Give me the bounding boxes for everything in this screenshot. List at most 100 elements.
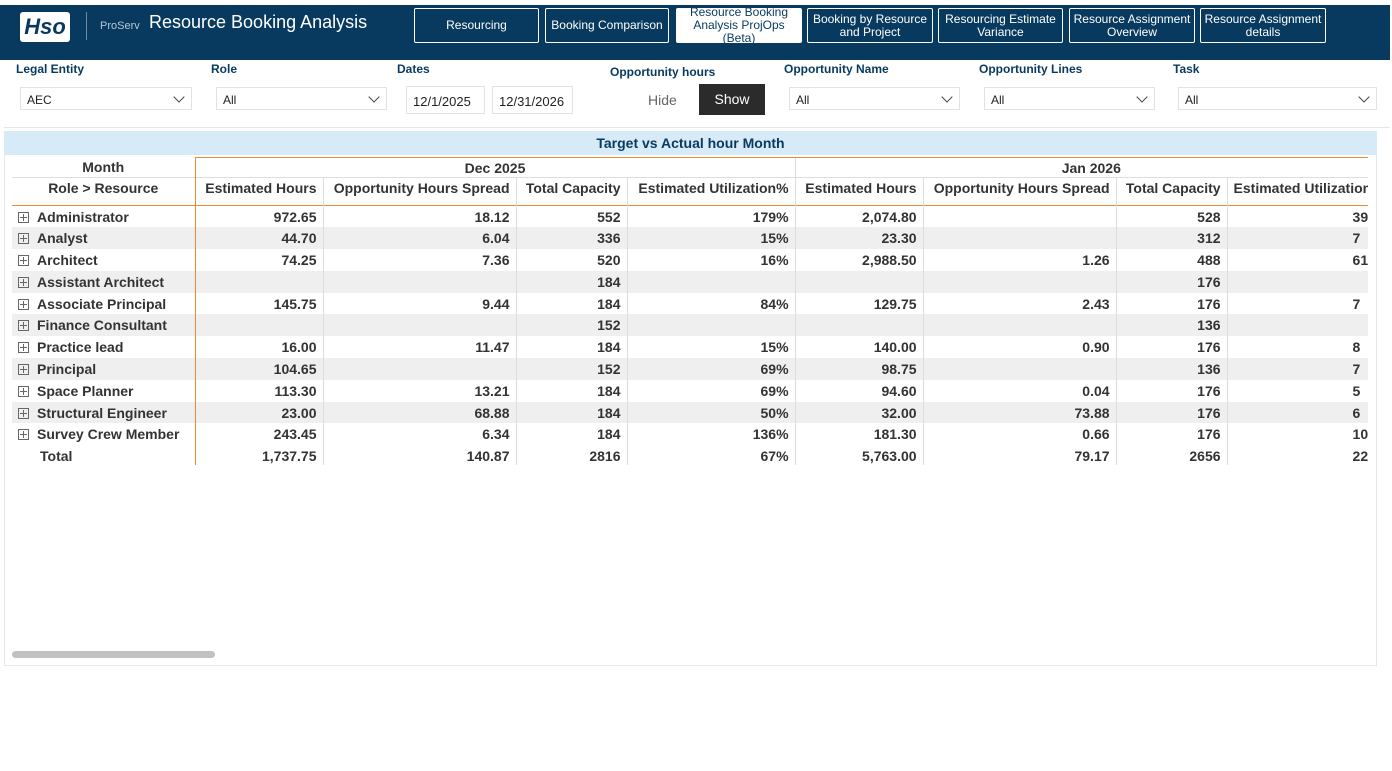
value-cell: 79.17	[922, 445, 1117, 465]
value-cell: 16.00	[194, 336, 323, 359]
cell-value: 23.30	[881, 230, 917, 247]
expand-icon[interactable]	[18, 254, 29, 266]
value-cell: 16%	[626, 249, 796, 271]
expand-icon[interactable]	[18, 407, 29, 419]
expand-icon[interactable]	[18, 320, 29, 332]
value-cell: 528	[1115, 205, 1228, 228]
value-cell: 176	[1115, 379, 1228, 402]
cell-value: 1.26	[1082, 251, 1110, 268]
expand-icon[interactable]	[18, 298, 29, 310]
row-name-cell: Principal	[12, 358, 196, 380]
value-cell: 243.45	[194, 423, 323, 446]
value-cell: 18.12	[322, 205, 516, 228]
cell-value: 176	[1197, 295, 1221, 312]
cell-value: 181.30	[873, 426, 917, 443]
nav-tab[interactable]: Resourcing Estimate Variance	[938, 8, 1063, 43]
nav-tab[interactable]: Booking Comparison	[545, 8, 669, 43]
dropdown[interactable]: All	[789, 87, 960, 110]
dropdown[interactable]: AEC	[20, 87, 192, 110]
data-row: Space Planner 113.30 13.21 184 69% 94.60 0.04 1…	[12, 379, 1368, 402]
cell-value: 73.88	[1074, 404, 1110, 421]
value-cell	[922, 205, 1117, 228]
nav-tab[interactable]: Resourcing	[414, 8, 539, 43]
cell-value: 8	[1352, 339, 1361, 356]
value-cell: 94.60	[794, 379, 924, 402]
row-name: Analyst	[37, 230, 88, 247]
value-cell: 184	[515, 401, 627, 424]
dropdown[interactable]: All	[216, 87, 387, 110]
value-cell: 0.04	[922, 379, 1117, 402]
cell-value: 84%	[760, 295, 789, 312]
cell-value: 136%	[752, 426, 789, 443]
value-cell: 140.87	[322, 445, 516, 465]
cell-value: 0.04	[1082, 382, 1110, 399]
value-cell: 152	[515, 358, 627, 380]
table-viewport: Month Dec 2025 Jan 2026 Role > Resource Esti…	[12, 157, 1368, 465]
date-input[interactable]: 12/31/2026	[492, 86, 573, 114]
cell-value: 7	[1352, 360, 1361, 377]
row-header: Role > Resource	[12, 177, 196, 206]
value-cell: 44.70	[194, 227, 323, 250]
cell-value: 176	[1197, 273, 1221, 290]
report-title: Resource Booking Analysis	[149, 12, 368, 32]
cell-value: 0.66	[1082, 426, 1110, 443]
cell-value: 11.47	[475, 339, 510, 356]
cell-value: 113.30	[274, 382, 317, 399]
cell-value: 104.65	[273, 360, 317, 377]
table-title: Target vs Actual hour Month	[4, 131, 1377, 155]
toggle-hide[interactable]: Hide	[648, 92, 677, 108]
value-cell: 520	[515, 249, 627, 271]
toggle-show[interactable]: Show	[699, 84, 765, 115]
cell-value: 488	[1197, 251, 1221, 268]
filter-label: Opportunity Name	[784, 62, 889, 76]
expand-icon[interactable]	[18, 276, 29, 288]
date-input[interactable]: 12/1/2025	[406, 86, 485, 114]
value-cell	[922, 227, 1117, 250]
cell-value: 22	[1352, 448, 1368, 465]
value-cell: 136%	[626, 423, 796, 446]
nav-tab[interactable]: Resource Booking Analysis ProjOps (Beta)	[676, 6, 802, 45]
cell-value: 16.00	[281, 339, 317, 356]
cell-value: 6.34	[482, 426, 510, 443]
logo: Hso	[20, 12, 70, 42]
cell-value: 98.75	[881, 360, 917, 377]
cell-value: 7	[1352, 295, 1361, 312]
nav-tab[interactable]: Booking by Resource and Project	[807, 8, 933, 43]
value-cell	[322, 314, 516, 337]
cell-value: 68.88	[474, 404, 510, 421]
data-row: Practice lead 16.00 11.47 184 15% 140.00 0.90 1…	[12, 336, 1368, 359]
filter-label: Task	[1173, 62, 1200, 76]
expand-icon[interactable]	[18, 429, 29, 441]
value-cell: 176	[1115, 292, 1228, 315]
value-cell: 184	[515, 336, 627, 359]
data-row: Assistant Architect 184 176	[12, 270, 1368, 293]
nav-tab[interactable]: Resource Assignment Overview	[1069, 8, 1195, 43]
expand-icon[interactable]	[18, 385, 29, 397]
row-name-cell: Practice lead	[12, 336, 196, 359]
cell-value: 16%	[760, 251, 789, 268]
matrix-table: Month Dec 2025 Jan 2026 Role > Resource Esti…	[12, 157, 1368, 465]
header-row: Month Dec 2025 Jan 2026	[12, 157, 1368, 178]
expand-icon[interactable]	[18, 363, 29, 375]
value-cell: 2.43	[922, 292, 1117, 315]
cell-value: 2,988.50	[862, 251, 917, 268]
column-header: Estimated Utilization%	[1226, 177, 1368, 206]
value-cell: 9.44	[322, 292, 516, 315]
cell-value: 7.36	[482, 251, 510, 268]
cell-value: 9.44	[482, 295, 510, 312]
value-cell: 11.47	[322, 336, 516, 359]
expand-icon[interactable]	[18, 233, 29, 245]
data-row: Survey Crew Member 243.45 6.34 184 136% 181.3…	[12, 423, 1368, 446]
nav-tab[interactable]: Resource Assignment details	[1200, 8, 1326, 43]
row-name-cell: Analyst	[12, 227, 196, 250]
cell-value: 13.21	[474, 382, 510, 399]
month-header: Month	[12, 157, 196, 178]
cell-value: 136	[1197, 317, 1221, 334]
dropdown[interactable]: All	[1178, 87, 1377, 110]
scrollbar[interactable]	[12, 651, 215, 658]
dropdown[interactable]: All	[984, 87, 1155, 110]
expand-icon[interactable]	[18, 342, 29, 354]
data-row: Analyst 44.70 6.04 336 15% 23.30 312 7	[12, 227, 1368, 250]
filter-label: Opportunity hours	[610, 65, 716, 79]
expand-icon[interactable]	[18, 211, 29, 223]
